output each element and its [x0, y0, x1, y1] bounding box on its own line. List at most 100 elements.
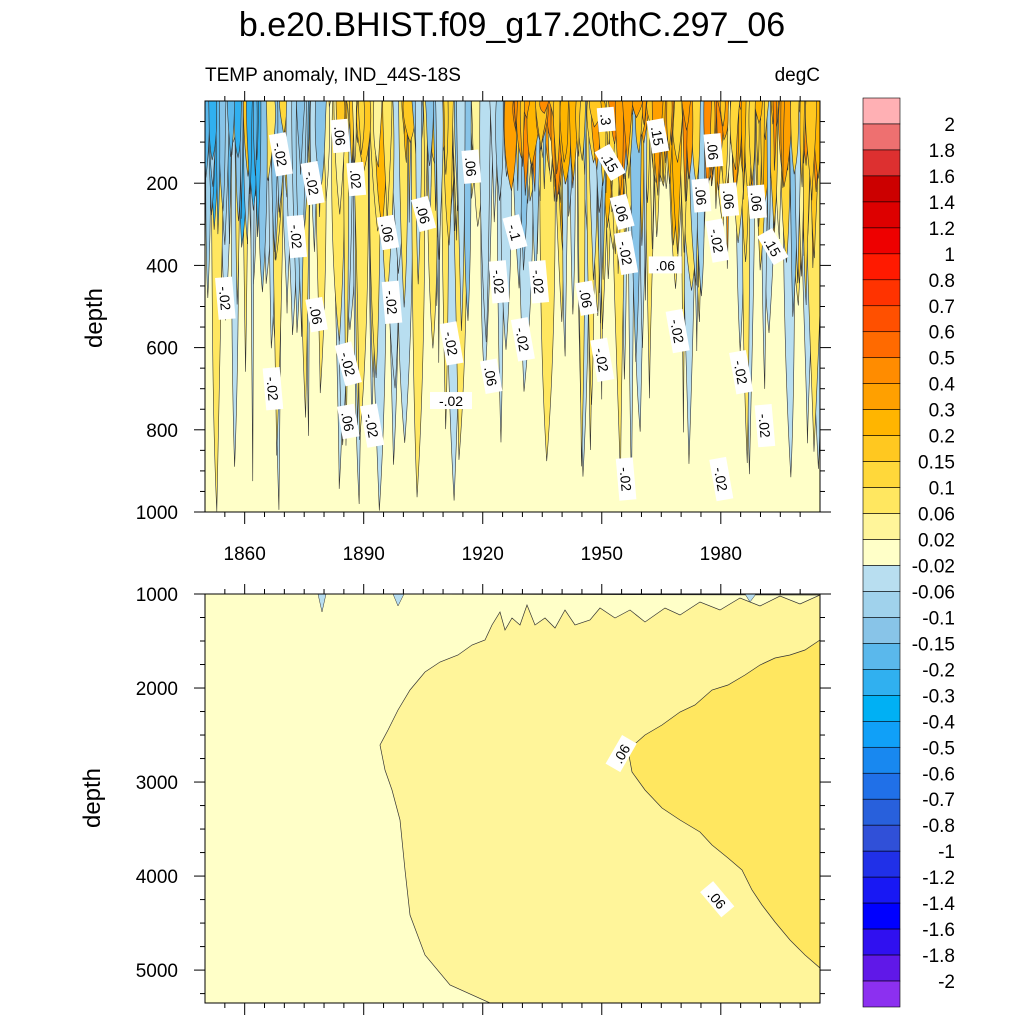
colorbar-swatch: [862, 409, 901, 436]
colorbar-label: -0.5: [922, 738, 955, 759]
contour-label-background: [757, 228, 789, 266]
contour-label: -.02: [334, 341, 362, 387]
anomaly-contour-region: [805, 101, 817, 201]
contour-label-text: .06: [656, 257, 676, 273]
y-tick-label: 1000: [136, 503, 178, 524]
y-tick-label: 2000: [136, 679, 178, 700]
contour-label: .06: [337, 403, 360, 440]
contour-label-text: .06: [413, 203, 434, 226]
contour-label-background: [528, 260, 550, 304]
colorbar-swatch: [862, 539, 901, 566]
anomaly-contour-region: [719, 101, 726, 127]
contour-label: -.02: [262, 366, 284, 411]
upper-field: [205, 101, 820, 512]
contour-label-text: -.02: [512, 326, 532, 353]
lower-negative-pocket: [744, 594, 757, 603]
contour-label-text: .06: [338, 411, 357, 433]
colorbar-swatch: [862, 850, 901, 878]
colorbar-label: 0.1: [929, 479, 955, 500]
colorbar-swatch: [862, 487, 901, 514]
anomaly-contour-region: [414, 101, 422, 285]
contour-label: -.02: [709, 456, 734, 502]
colorbar-swatch: [862, 695, 901, 722]
contour-label-text: .06: [378, 222, 397, 244]
contour-label-background: [605, 735, 637, 773]
colorbar-label: 1.2: [929, 219, 955, 240]
anomaly-contour-region: [435, 101, 444, 260]
contour-label-background: [729, 350, 754, 395]
lower-negative-pocket: [392, 594, 405, 607]
colorbar-label: -1.4: [922, 894, 955, 915]
contour-label: .06: [461, 149, 482, 184]
anomaly-contour-region: [553, 101, 561, 175]
contour-label-background: [300, 160, 325, 206]
colorbar-label: 0.5: [929, 349, 955, 370]
contour-label: .06: [719, 182, 740, 217]
contour-label-text: -.02: [216, 286, 234, 312]
anomaly-contour-region: [246, 101, 253, 195]
contour-label-text: .06: [576, 287, 595, 309]
colorbar-swatch: [862, 824, 901, 852]
contour-label: -.02: [665, 308, 690, 354]
colorbar-label: 0.8: [929, 271, 955, 292]
contour-label-text: .06: [611, 200, 632, 223]
colorbar-label: 0.06: [918, 505, 955, 526]
figure-title: b.e20.BHIST.f09_g17.20thC.297_06: [239, 6, 785, 44]
contour-label-background: [703, 133, 724, 168]
contour-label: -.02: [300, 160, 325, 206]
colorbar-swatch: [862, 97, 901, 125]
contour-label: .15: [646, 118, 670, 154]
anomaly-contour-region: [622, 101, 634, 165]
contour-label-background: [646, 118, 670, 154]
anomaly-contour-region: [495, 101, 504, 201]
x-tick-label: 1920: [462, 544, 504, 565]
colorbar-label: -1: [938, 842, 955, 863]
colorbar-label: 0.02: [918, 531, 955, 552]
contour-label-background: [615, 457, 637, 501]
colorbar-label: 2: [944, 115, 955, 136]
contour-label-text: .06: [331, 126, 349, 147]
anomaly-contour-region: [748, 101, 756, 182]
contour-label-text: -.02: [270, 141, 290, 168]
colorbar-swatch: [862, 513, 901, 540]
contour-label: -.02: [215, 276, 236, 320]
contour-label-background: [215, 276, 236, 320]
colorbar-label: 0.15: [918, 453, 955, 474]
colorbar-swatch: [862, 746, 901, 774]
contour-label-background: [700, 881, 735, 918]
contour-label: -.02: [754, 403, 776, 448]
anomaly-contour-region: [643, 101, 648, 301]
anomaly-contour-region: [519, 101, 525, 167]
contour-label-background: [705, 218, 730, 263]
contour-label: .06: [609, 193, 635, 230]
anomaly-contour-region: [373, 101, 383, 168]
anomaly-contour-region: [630, 101, 643, 362]
contour-label-background: [346, 161, 367, 197]
contour-label-text: -.02: [529, 269, 547, 295]
colorbar-label: 1.8: [929, 141, 955, 162]
colorbar-swatch: [862, 331, 901, 359]
anomaly-contour-region: [443, 101, 449, 175]
colorbar-label: -0.15: [912, 634, 955, 655]
contour-label-text: -.02: [382, 290, 400, 316]
anomaly-contour-region: [539, 101, 556, 462]
contour-label: -.02: [268, 132, 293, 177]
colorbar-swatch: [862, 928, 901, 956]
contour-label: .02: [346, 161, 367, 197]
contour-label: -.02: [614, 230, 639, 276]
anomaly-contour-region: [539, 101, 549, 114]
x-tick-label: 1980: [700, 544, 742, 565]
anomaly-contour-region: [514, 101, 518, 128]
contour-label: -.02: [705, 218, 730, 263]
colorbar-label: -1.8: [922, 946, 955, 967]
anomaly-contour-region: [226, 101, 236, 157]
contour-label: -.02: [729, 350, 754, 395]
contour-label-background: [575, 280, 598, 316]
contour-label-background: [376, 214, 400, 251]
contour-label-text: -.02: [337, 350, 359, 378]
contour-label: .06: [376, 214, 400, 251]
contour-label: .06: [411, 195, 437, 233]
contour-label-text: -.02: [362, 412, 382, 439]
contour-label-background: [709, 456, 734, 502]
